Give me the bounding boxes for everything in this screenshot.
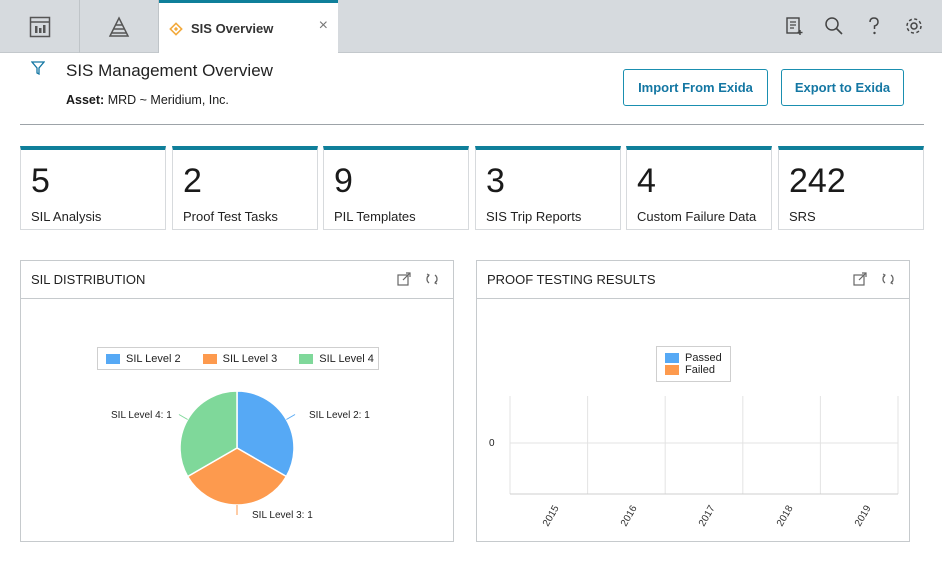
pie-label-sil-3: SIL Level 3: 1	[252, 510, 313, 521]
pie-slice-sil-level-2[interactable]	[236, 390, 295, 478]
legend-item[interactable]: SIL Level 4	[299, 353, 374, 365]
pie-slice-sil-level-3[interactable]	[186, 447, 288, 506]
legend-item[interactable]: SIL Level 3	[202, 352, 278, 365]
asset-label: Asset:	[66, 93, 105, 107]
asset-value: MRD ~ Meridium, Inc.	[107, 93, 229, 107]
legend-swatch	[665, 365, 679, 375]
tab-title: SIS Overview	[191, 21, 274, 36]
legend-label: SIL Level 4	[319, 352, 374, 365]
dashboard-tab-button[interactable]	[0, 0, 80, 53]
stat-label: PIL Templates	[334, 209, 416, 224]
panel-header: SIL DISTRIBUTION	[21, 261, 453, 299]
stat-card-custom-failure-data[interactable]: 4 Custom Failure Data	[626, 146, 772, 230]
stat-label: SRS	[789, 209, 816, 224]
pie-label-sil-4: SIL Level 4: 1	[111, 410, 172, 421]
sil-legend: SIL Level 2 SIL Level 3 SIL Level 4	[97, 347, 379, 370]
legend-swatch	[202, 353, 217, 364]
stat-value: 5	[31, 162, 50, 200]
proof-testing-panel: PROOF TESTING RESULTS Passed Failed 0	[476, 260, 910, 542]
pie-connector	[286, 414, 296, 420]
page-title: SIS Management Overview	[66, 61, 273, 80]
sil-distribution-panel: SIL DISTRIBUTION SIL Level 2 SIL Level 3	[20, 260, 454, 542]
pie-label-sil-2: SIL Level 2: 1	[309, 410, 370, 421]
stat-card-srs[interactable]: 242 SRS	[778, 146, 924, 230]
stat-value: 9	[334, 162, 353, 200]
legend-item[interactable]: Failed	[665, 364, 715, 376]
pie-connector	[178, 414, 188, 420]
stat-label: SIS Trip Reports	[486, 209, 582, 224]
legend-item[interactable]: Passed	[665, 352, 722, 364]
clipboard-add-icon[interactable]	[784, 16, 804, 36]
top-tab-bar: SIS Overview ×	[0, 0, 942, 54]
pie-slice-sil-level-4[interactable]	[179, 390, 238, 478]
legend-label: Passed	[685, 352, 722, 364]
search-icon[interactable]	[824, 16, 844, 36]
panel-title: SIL DISTRIBUTION	[31, 272, 146, 287]
stat-label: Proof Test Tasks	[183, 209, 278, 224]
stat-card-pil-templates[interactable]: 9 PIL Templates	[323, 146, 469, 230]
proof-legend: Passed Failed	[656, 346, 731, 382]
filter-icon[interactable]	[31, 61, 45, 75]
asset-line: Asset: MRD ~ Meridium, Inc.	[66, 93, 229, 107]
stat-value: 242	[789, 162, 846, 200]
header-divider	[20, 124, 924, 125]
expand-icon[interactable]	[853, 272, 867, 286]
refresh-icon[interactable]	[881, 272, 895, 286]
stat-card-sil-analysis[interactable]: 5 SIL Analysis	[20, 146, 166, 230]
stat-value: 3	[486, 162, 505, 200]
sil-pie-chart	[178, 390, 296, 515]
stat-card-proof-test-tasks[interactable]: 2 Proof Test Tasks	[172, 146, 318, 230]
refresh-icon[interactable]	[425, 272, 439, 286]
legend-swatch	[106, 353, 120, 364]
legend-label: SIL Level 2	[126, 352, 181, 365]
proof-bar-chart	[509, 396, 899, 495]
settings-gear-icon[interactable]	[904, 16, 924, 36]
panel-header: PROOF TESTING RESULTS	[477, 261, 909, 299]
close-icon[interactable]: ×	[318, 17, 328, 34]
legend-label: SIL Level 3	[222, 352, 278, 365]
legend-label: Failed	[685, 364, 715, 376]
tab-sis-overview[interactable]: SIS Overview ×	[159, 0, 338, 54]
panel-title: PROOF TESTING RESULTS	[487, 272, 656, 287]
legend-swatch	[665, 353, 679, 363]
import-from-exida-button[interactable]: Import From Exida	[623, 69, 768, 106]
y-tick-label: 0	[489, 438, 495, 449]
stat-card-sis-trip-reports[interactable]: 3 SIS Trip Reports	[475, 146, 621, 230]
stat-value: 2	[183, 162, 202, 200]
expand-icon[interactable]	[397, 272, 411, 286]
asset-hierarchy-tab-button[interactable]	[79, 0, 159, 53]
legend-swatch	[299, 353, 314, 364]
hierarchy-icon	[108, 15, 129, 37]
stat-value: 4	[637, 162, 656, 200]
help-icon[interactable]	[864, 16, 884, 36]
stat-label: SIL Analysis	[31, 209, 102, 224]
legend-item[interactable]: SIL Level 2	[106, 353, 181, 365]
stat-label: Custom Failure Data	[637, 209, 757, 224]
dashboard-icon	[29, 16, 50, 37]
sis-diamond-icon	[169, 21, 183, 36]
export-to-exida-button[interactable]: Export to Exida	[781, 69, 904, 106]
